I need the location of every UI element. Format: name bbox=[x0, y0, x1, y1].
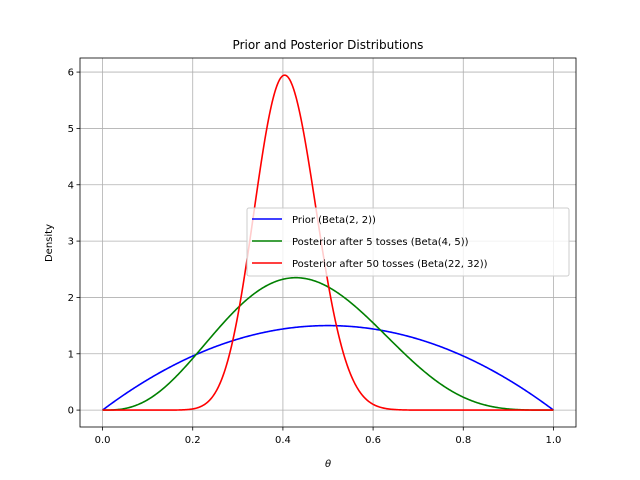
y-tick-label: 3 bbox=[68, 237, 74, 248]
x-tick-label: 0.2 bbox=[185, 435, 201, 446]
series-line-prior-beta-2-2 bbox=[102, 324, 554, 411]
legend-label: Posterior after 50 tosses (Beta(22, 32)) bbox=[292, 259, 488, 270]
chart-title: Prior and Posterior Distributions bbox=[233, 38, 424, 52]
x-tick-label: 0.0 bbox=[95, 435, 111, 446]
x-tick-label: 0.6 bbox=[365, 435, 381, 446]
series-layer bbox=[102, 74, 554, 411]
y-tick-label: 4 bbox=[68, 180, 74, 191]
x-axis: 0.0 0.2 0.4 0.6 0.8 1.0 bbox=[95, 427, 562, 446]
x-tick-label: 0.8 bbox=[455, 435, 471, 446]
x-tick-label: 1.0 bbox=[546, 435, 562, 446]
y-tick-label: 6 bbox=[68, 68, 74, 79]
series-line-posterior-after-50-tosses-beta-22-32 bbox=[102, 74, 554, 411]
y-axis: 0 1 2 3 4 5 6 bbox=[68, 68, 80, 417]
legend-box bbox=[246, 207, 570, 277]
y-tick-label: 1 bbox=[68, 349, 74, 360]
legend-label: Posterior after 5 tosses (Beta(4, 5)) bbox=[292, 237, 469, 248]
plot-frame bbox=[79, 57, 577, 428]
x-axis-title: θ bbox=[325, 459, 331, 470]
x-tick-label: 0.4 bbox=[275, 435, 291, 446]
y-axis-title: Density bbox=[44, 224, 55, 262]
legend: Prior (Beta(2, 2)) Posterior after 5 toss… bbox=[246, 207, 570, 277]
y-tick-label: 2 bbox=[68, 293, 74, 304]
legend-label: Prior (Beta(2, 2)) bbox=[292, 215, 376, 226]
y-tick-label: 5 bbox=[68, 124, 74, 135]
y-tick-label: 0 bbox=[68, 406, 74, 417]
